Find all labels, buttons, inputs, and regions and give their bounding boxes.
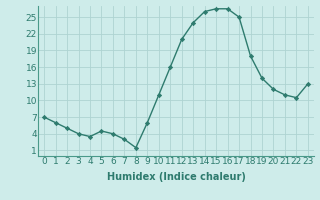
X-axis label: Humidex (Indice chaleur): Humidex (Indice chaleur) [107, 172, 245, 182]
